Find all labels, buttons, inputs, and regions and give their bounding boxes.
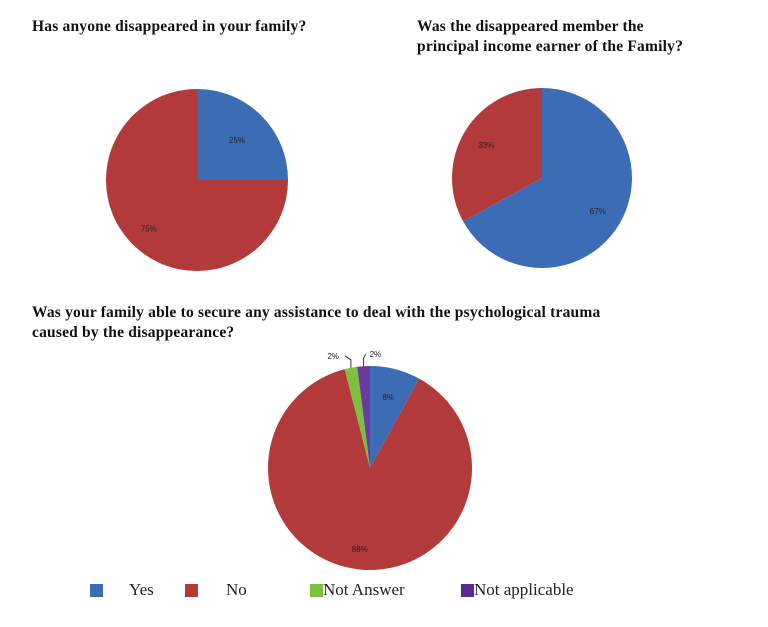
pie1-slice-yes <box>197 89 288 180</box>
legend-label: No <box>226 580 247 599</box>
legend-yes: Yes <box>90 580 154 600</box>
pie3-slice-no <box>268 369 472 570</box>
legend-swatch <box>185 583 198 597</box>
legend-swatch <box>461 583 474 597</box>
pie2-title: Was the disappeared member the principal… <box>417 17 683 57</box>
pie3-label-no: 88% <box>352 545 368 554</box>
pie3-title-line1: Was your family able to secure any assis… <box>32 304 601 321</box>
pie1-label-yes: 25% <box>229 136 245 145</box>
legend-label: Not Answer <box>323 580 405 599</box>
legend-label: Yes <box>129 580 154 599</box>
pie3-title-line2: caused by the disappearance? <box>32 324 235 341</box>
pie3-slice-not-answer <box>344 366 370 468</box>
pie3-label-not-answer: 2% <box>327 352 339 361</box>
pie1-title: Has anyone disappeared in your family? <box>32 18 307 35</box>
legend-swatch <box>90 583 103 597</box>
pie3-slice-yes <box>370 366 420 468</box>
legend-swatch <box>310 583 323 597</box>
pie1-slice-no <box>106 89 288 271</box>
pie2-title-line2: principal income earner of the Family? <box>417 38 684 55</box>
pie3-leader-line <box>363 353 367 367</box>
pie1-label-no: 75% <box>141 224 157 233</box>
legend-not-answer: Not Answer <box>310 580 405 600</box>
pie2-label-yes: 67% <box>590 207 606 216</box>
legend-not-applicable: Not applicable <box>461 580 574 600</box>
pie2-slice-no <box>452 87 543 222</box>
pie3-label-not-applicable: 2% <box>370 350 382 359</box>
pie3-title: Was your family able to secure any assis… <box>32 303 600 343</box>
pie3-leader-line <box>344 355 352 368</box>
pie2-label-no: 33% <box>478 141 494 150</box>
pie2-slice-yes <box>463 88 633 268</box>
pie2-title-line1: Was the disappeared member the <box>417 18 644 35</box>
pie3-slice-not-applicable <box>357 366 370 468</box>
pie3-label-yes: 8% <box>382 393 394 402</box>
legend-no: No <box>185 580 247 600</box>
legend-label: Not applicable <box>474 580 574 599</box>
